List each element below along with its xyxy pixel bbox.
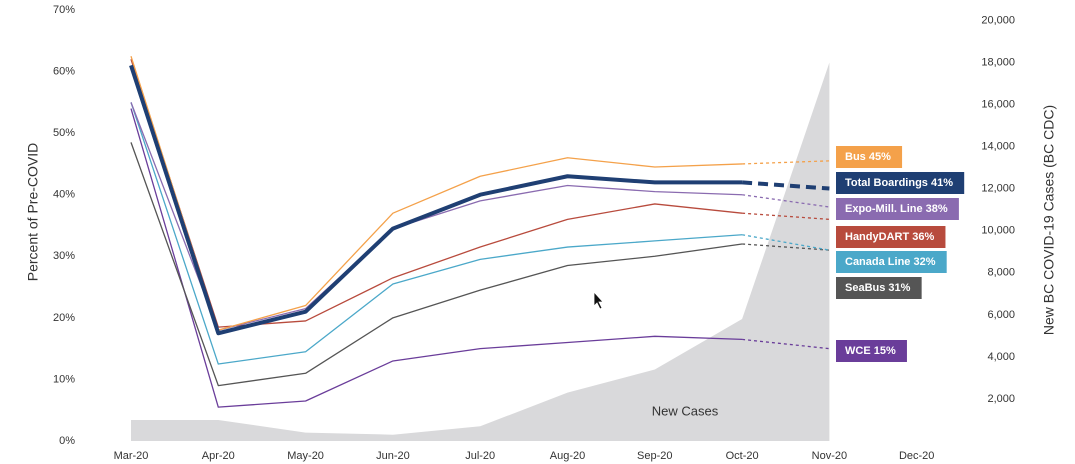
x-tick-label: Mar-20 [114,450,149,462]
legend-box [836,226,946,248]
legend-label: HandyDART 36% [845,231,934,243]
x-tick-label: May-20 [287,450,324,462]
series-line [130,108,743,408]
y2-tick-label: 2,000 [987,393,1015,405]
legend-box [836,251,947,273]
y2-axis-title: New BC COVID-19 Cases (BC CDC) [1041,105,1057,335]
series-line [130,55,743,331]
area-label: New Cases [652,403,719,418]
legend-box [836,172,965,194]
projection-line [742,194,830,208]
projection-line [742,212,830,220]
y-tick-label: 20% [53,312,75,324]
y2-tick-label: 8,000 [987,267,1015,279]
y-tick-label: 40% [53,189,75,201]
y2-tick-label: 4,000 [987,351,1015,363]
y2-tick-label: 16,000 [981,99,1015,111]
legend-label: Bus 45% [845,151,891,163]
y2-tick-label: 18,000 [981,56,1015,68]
x-tick-label: Nov-20 [812,450,847,462]
x-tick-label: Jul-20 [465,450,495,462]
y2-tick-label: 6,000 [987,309,1015,321]
cursor [593,290,604,310]
legend-label: WCE 15% [845,345,896,357]
y-tick-label: 0% [59,435,75,447]
y-tick-label: 60% [53,65,75,77]
x-tick-label: Aug-20 [550,450,585,462]
y2-tick-label: 10,000 [981,225,1015,237]
legend-box [836,198,959,220]
projection-line [742,243,830,251]
y2-tick-label: 14,000 [981,141,1015,153]
legend-label: Canada Line 32% [845,256,936,268]
y2-tick-label: 20,000 [981,14,1015,26]
cases-area [131,62,830,441]
series-line [129,64,743,336]
series-line [130,102,743,331]
legend-box [836,277,922,299]
x-tick-label: Jun-20 [376,450,410,462]
x-tick-label: Oct-20 [726,450,759,462]
series-line [130,102,743,365]
x-tick-label: Sep-20 [637,450,672,462]
y-tick-label: 50% [53,127,75,139]
y-tick-label: 70% [53,4,75,16]
y-tick-label: 30% [53,250,75,262]
y-axis-title: Percent of Pre-COVID [25,143,41,282]
projection-line [741,180,830,191]
legend-label: Expo-Mill. Line 38% [845,203,948,215]
series-line [130,59,743,328]
y-tick-label: 10% [53,373,75,385]
x-tick-label: Apr-20 [202,450,235,462]
projection-line [742,160,830,165]
y2-tick-label: 12,000 [981,183,1015,195]
legend-box [836,340,907,362]
legend-label: SeaBus 31% [845,282,911,294]
projection-line [742,338,830,350]
x-tick-label: Dec-20 [899,450,934,462]
legend-box [836,146,903,168]
series-line [130,142,743,387]
legend-label: Total Boardings 41% [845,177,953,189]
projection-line [741,234,830,251]
